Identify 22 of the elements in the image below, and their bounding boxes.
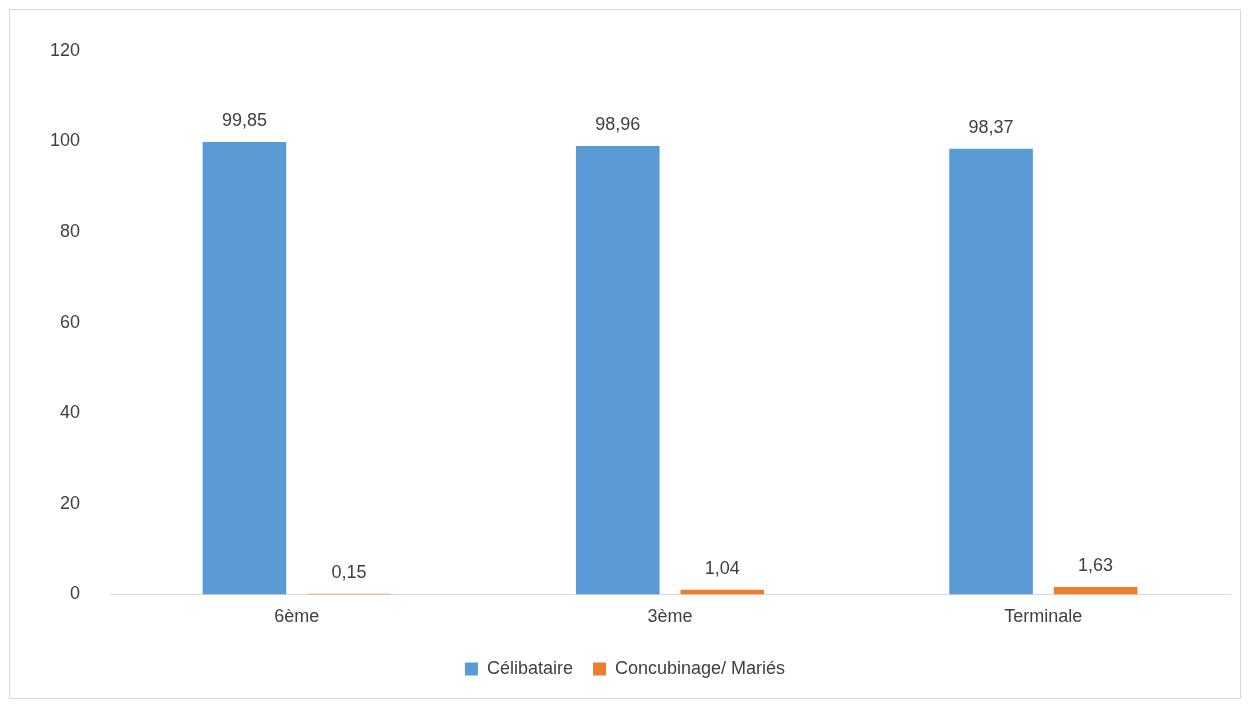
y-tick-label: 120 bbox=[49, 39, 81, 60]
data-label: 1,63 bbox=[1078, 554, 1114, 575]
data-label: 98,96 bbox=[595, 114, 641, 135]
y-tick-label: 20 bbox=[60, 492, 81, 513]
bar bbox=[575, 146, 660, 595]
data-label: 99,85 bbox=[221, 110, 267, 131]
data-label: 98,37 bbox=[968, 116, 1014, 137]
data-label: 1,04 bbox=[704, 557, 740, 578]
y-tick-label: 80 bbox=[60, 220, 81, 241]
legend-label: Célibataire bbox=[486, 657, 573, 678]
y-tick-label: 0 bbox=[70, 583, 81, 604]
data-label: 0,15 bbox=[331, 561, 367, 582]
x-tick-label: 3ème bbox=[647, 606, 693, 627]
legend-label: Concubinage/ Mariés bbox=[614, 657, 786, 678]
bar bbox=[949, 148, 1033, 595]
x-tick-label: 6ème bbox=[274, 606, 320, 627]
y-tick-label: 100 bbox=[49, 130, 81, 151]
y-tick-label: 60 bbox=[60, 311, 81, 332]
x-tick-label: Terminale bbox=[1004, 606, 1083, 627]
y-tick-label: 40 bbox=[60, 402, 81, 423]
bar bbox=[1053, 587, 1138, 595]
bar bbox=[202, 142, 287, 595]
